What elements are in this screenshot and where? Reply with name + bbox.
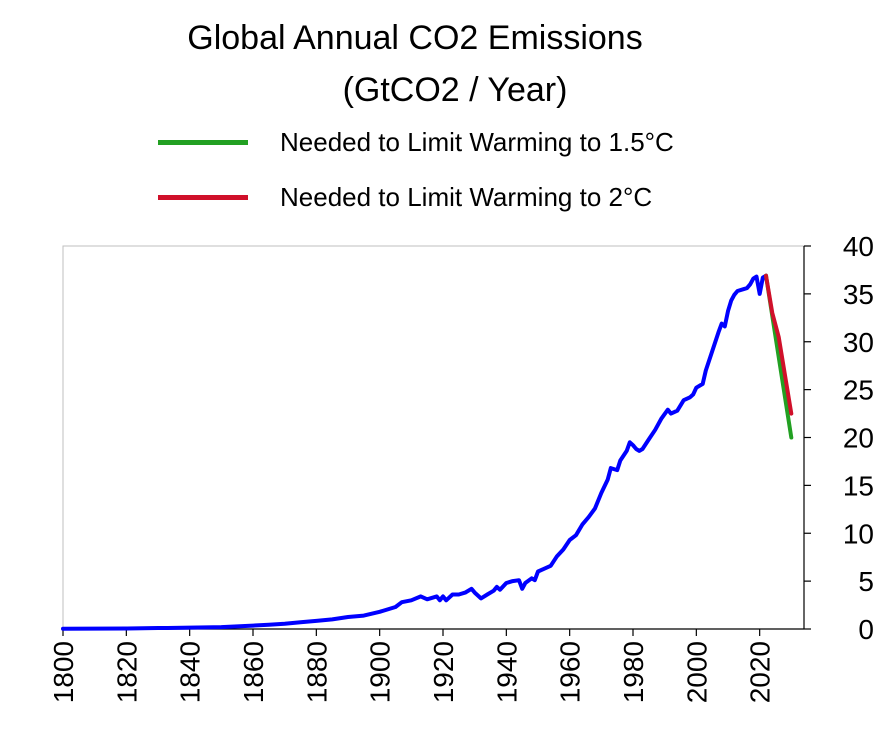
x-axis-ticks: 1800 1820 1840 1860 1880 1900 1920 1940 1960 1980… <box>48 629 776 703</box>
y-tick-label: 30 <box>843 327 874 358</box>
x-tick-label: 1880 <box>301 641 332 703</box>
x-tick-label: 1960 <box>555 641 586 703</box>
y-tick-label: 5 <box>858 566 874 597</box>
x-tick-label: 1940 <box>491 641 522 703</box>
y-tick-label: 20 <box>843 423 874 454</box>
legend-swatch-limit-1-5 <box>158 140 248 145</box>
x-tick-label: 1980 <box>618 641 649 703</box>
legend-label-limit-2: Needed to Limit Warming to 2°C <box>280 182 653 212</box>
series-line-history <box>61 273 768 631</box>
chart-title: Global Annual CO2 Emissions <box>187 19 643 57</box>
x-tick-label: 1800 <box>48 641 79 703</box>
y-tick-label: 0 <box>858 614 874 645</box>
x-tick-label: 2000 <box>681 641 712 703</box>
y-tick-label: 35 <box>843 279 874 310</box>
chart-subtitle: (GtCO2 / Year) <box>342 71 568 109</box>
x-tick-label: 1860 <box>238 641 269 703</box>
x-tick-label: 2020 <box>745 641 776 703</box>
series-layer <box>61 273 794 631</box>
y-tick-label: 15 <box>843 470 874 501</box>
legend-swatch-limit-2 <box>158 195 248 200</box>
x-tick-label: 1920 <box>428 641 459 703</box>
y-tick-label: 40 <box>843 231 874 262</box>
x-tick-label: 1840 <box>175 641 206 703</box>
y-tick-label: 25 <box>843 375 874 406</box>
x-tick-label: 1900 <box>365 641 396 703</box>
legend-label-limit-1-5: Needed to Limit Warming to 1.5°C <box>280 127 674 157</box>
plot-area <box>62 245 805 630</box>
x-tick-label: 1820 <box>111 641 142 703</box>
y-tick-label: 10 <box>843 518 874 549</box>
y-axis-ticks: 0 5 10 15 20 25 30 35 40 <box>804 231 874 645</box>
series-line-limit-2 <box>764 273 794 416</box>
